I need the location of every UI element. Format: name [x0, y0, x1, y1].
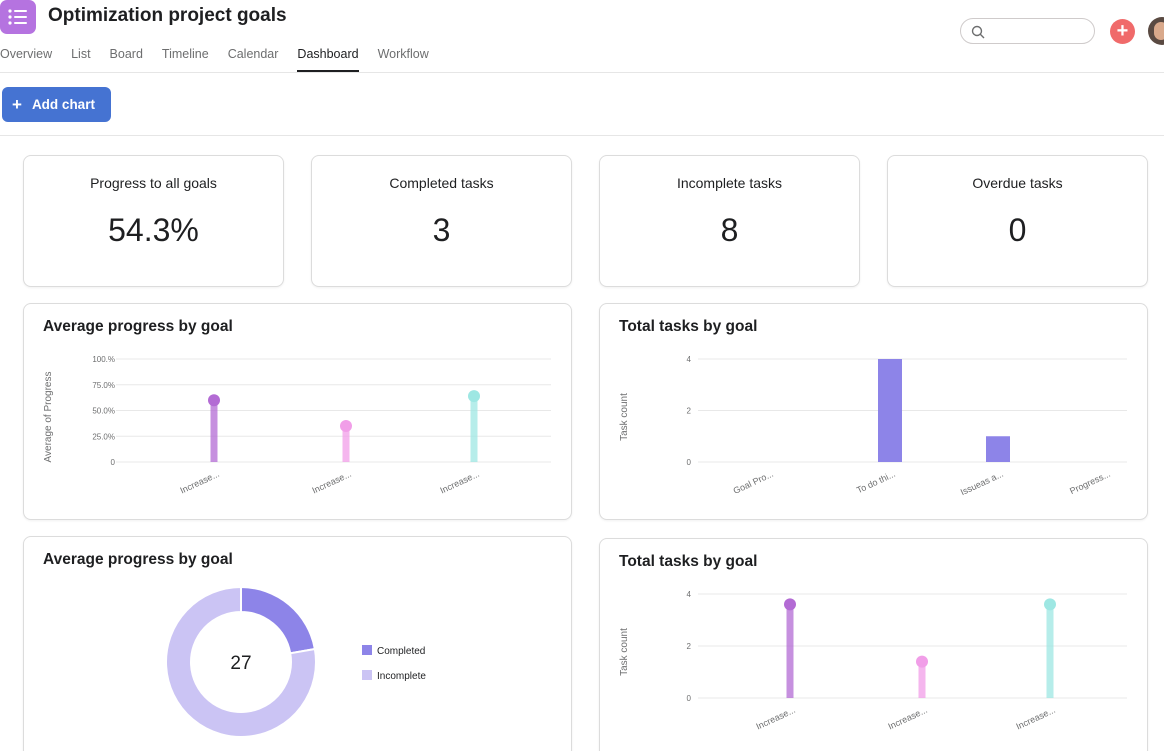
chart-title: Total tasks by goal	[619, 553, 758, 570]
legend-swatch	[362, 670, 372, 680]
bar-chart: 4 2 0 Task count Goal Pro... To do thi... Issu…	[619, 355, 1127, 498]
tab-calendar[interactable]: Calendar	[227, 47, 279, 61]
stat-label: Progress to all goals	[90, 175, 217, 191]
lollipop-stem	[1046, 604, 1054, 698]
lollipop-point	[208, 394, 220, 407]
lollipop-stem	[210, 400, 218, 462]
y-tick-label: 0	[687, 458, 692, 467]
stat-card-incomplete[interactable]: Incomplete tasks 8	[599, 155, 860, 287]
x-tick-label: Increase...	[1015, 705, 1057, 732]
search-input[interactable]	[960, 18, 1095, 44]
tab-timeline[interactable]: Timeline	[161, 47, 209, 61]
stat-value: 8	[720, 212, 739, 248]
x-tick-label: Goal Pro...	[732, 469, 775, 496]
search-icon	[971, 25, 985, 39]
y-tick-label: 0	[687, 694, 692, 703]
y-axis-label: Average of Progress	[43, 372, 54, 463]
stat-card-overdue[interactable]: Overdue tasks 0	[887, 155, 1148, 287]
stat-value: 3	[432, 212, 451, 248]
lollipop-point	[784, 598, 796, 611]
chart-title: Average progress by goal	[43, 551, 233, 568]
legend-label: Completed	[377, 646, 425, 657]
avatar[interactable]	[1148, 17, 1164, 45]
stat-label: Overdue tasks	[972, 175, 1063, 191]
x-tick-label: Increase...	[439, 469, 481, 496]
plus-icon: +	[1116, 20, 1129, 42]
lollipop-point	[1044, 598, 1056, 611]
plus-icon: +	[12, 95, 22, 114]
tab-overview[interactable]: Overview	[0, 47, 53, 61]
x-tick-label: To do thi...	[855, 469, 897, 496]
view-tabs: Overview List Board Timeline Calendar Da…	[0, 46, 448, 72]
lollipop-stem	[470, 396, 478, 462]
x-tick-label: Increase...	[755, 705, 797, 732]
add-chart-label: Add chart	[31, 97, 95, 112]
y-axis-label: Task count	[619, 628, 630, 676]
y-tick-label: 25.0%	[92, 432, 115, 441]
stat-value: 54.3%	[108, 212, 199, 248]
stat-card-progress[interactable]: Progress to all goals 54.3%	[23, 155, 284, 287]
lollipop-chart: 4 2 0 Task count Increase... Increase... Incre…	[619, 590, 1127, 732]
y-axis-label: Task count	[619, 393, 630, 441]
x-tick-label: Increase...	[311, 469, 353, 496]
lollipop-stem	[342, 425, 350, 462]
stat-label: Incomplete tasks	[676, 175, 783, 191]
tab-board[interactable]: Board	[109, 47, 143, 61]
chart-card-total-tasks-lollipop[interactable]: 4 2 0 Task count Increase... Increase... Incre…	[599, 538, 1148, 751]
bar	[878, 359, 902, 462]
lollipop-point	[916, 655, 928, 668]
y-tick-label: 0	[111, 458, 116, 467]
y-tick-label: 50.0%	[92, 407, 115, 416]
x-tick-label: Progress...	[1068, 469, 1112, 496]
add-chart-button[interactable]: + Add chart	[2, 87, 111, 122]
top-bar: Optimization project goals Overview List…	[0, 0, 1164, 73]
x-tick-label: Increase...	[887, 705, 929, 732]
donut-center-label: 27	[230, 653, 251, 674]
stat-card-completed[interactable]: Completed tasks 3	[311, 155, 572, 287]
global-add-button[interactable]: +	[1110, 19, 1135, 44]
chart-title: Average progress by goal	[43, 318, 233, 335]
x-tick-label: Increase...	[179, 469, 221, 496]
y-tick-label: 2	[687, 407, 692, 416]
y-tick-label: 4	[687, 355, 692, 364]
lollipop-stem	[918, 661, 926, 698]
dashboard-toolbar: + Add chart	[0, 73, 1164, 136]
legend-label: Incomplete	[377, 671, 426, 682]
stat-value: 0	[1008, 212, 1027, 248]
project-title: Optimization project goals	[48, 5, 287, 26]
lollipop-point	[468, 390, 480, 403]
lollipop-stem	[786, 604, 794, 698]
stat-label: Completed tasks	[389, 175, 494, 191]
chart-card-total-tasks[interactable]: 4 2 0 Task count Goal Pro... To do thi... Issu…	[599, 303, 1148, 520]
y-tick-label: 4	[687, 590, 692, 599]
chart-card-donut[interactable]: 27 Completed Incomplete Average progress b…	[23, 536, 572, 751]
legend-swatch	[362, 645, 372, 655]
x-tick-label: Issueas a...	[959, 469, 1005, 498]
y-tick-label: 75.0%	[92, 381, 115, 390]
y-tick-label: 100.%	[92, 355, 115, 364]
donut-slice	[240, 585, 317, 655]
tab-dashboard[interactable]: Dashboard	[297, 46, 359, 72]
bar	[986, 436, 1010, 462]
tab-workflow[interactable]: Workflow	[377, 47, 429, 61]
tab-list[interactable]: List	[71, 47, 91, 61]
lollipop-chart: 100.% 75.0% 50.0% 25.0% 0 Average of Progress…	[43, 355, 551, 496]
chart-card-avg-progress[interactable]: 100.% 75.0% 50.0% 25.0% 0 Average of Progress…	[23, 303, 572, 520]
y-tick-label: 2	[687, 642, 692, 651]
lollipop-point	[340, 419, 352, 432]
chart-title: Total tasks by goal	[619, 318, 758, 335]
donut-chart: 27 Completed Incomplete	[165, 585, 426, 738]
donut-slice	[165, 585, 317, 738]
project-list-icon[interactable]	[0, 0, 36, 34]
